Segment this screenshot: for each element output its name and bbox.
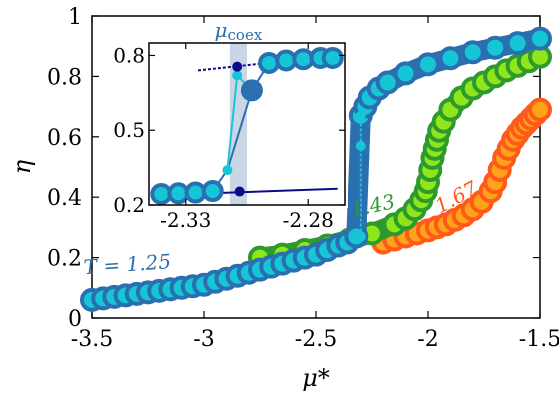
y-tick-label: 0.6 [47, 126, 82, 151]
y-tick-label: 0 [68, 307, 82, 332]
inset-small-point [234, 186, 245, 197]
data-point [528, 97, 552, 122]
inset-title: μcoex [215, 18, 263, 44]
x-axis-label: μ* [302, 364, 330, 392]
inset-data-point [321, 46, 344, 69]
x-tick-label: -2.5 [295, 327, 337, 352]
y-tick-label: 0.4 [47, 186, 82, 211]
inset-data-point [258, 51, 281, 74]
x-tick-label: -2 [417, 327, 438, 352]
inset-small-point [222, 165, 233, 176]
inset-x-tick-label: -2.33 [160, 208, 211, 232]
data-point [393, 61, 418, 86]
inset-small-point [232, 61, 243, 72]
series-annotation: T = 1.25 [83, 249, 172, 279]
transition-point [355, 110, 366, 121]
y-tick-label: 0.2 [47, 247, 82, 272]
data-point [483, 35, 508, 60]
data-point [416, 52, 440, 77]
inset-data-point [240, 79, 263, 102]
y-tick-label: 0.8 [47, 65, 82, 90]
data-point [460, 40, 485, 65]
inset-x-tick-label: -2.28 [283, 208, 334, 232]
transition-point [355, 140, 366, 151]
data-point [375, 70, 400, 95]
data-point [505, 31, 530, 56]
data-point [528, 26, 552, 51]
inset-frame [148, 42, 346, 206]
inset-small-point [232, 70, 243, 81]
y-axis-label: η [8, 159, 36, 174]
data-point [438, 46, 463, 71]
transition-point [355, 231, 366, 242]
inset-y-tick-label: 0.8 [113, 43, 145, 67]
y-tick-label: 1 [68, 5, 82, 30]
x-tick-label: -1.5 [519, 327, 559, 352]
coexistence-band [229, 43, 247, 205]
inset-plot: -2.33 -2.28 0.2 0.5 0.8 μcoex [113, 18, 348, 232]
inset-y-tick-label: 0.5 [113, 118, 145, 142]
inset-data-point [201, 180, 224, 203]
inset-y-tick-label: 0.2 [113, 193, 145, 217]
x-tick-label: -3.5 [71, 327, 113, 352]
x-tick-label: -3 [193, 327, 214, 352]
main-plot: -3.5 -3 -2.5 -2 -1.5 0 0.2 0.4 0.6 0.8 1 μ* η T = 1.2… [8, 5, 559, 392]
